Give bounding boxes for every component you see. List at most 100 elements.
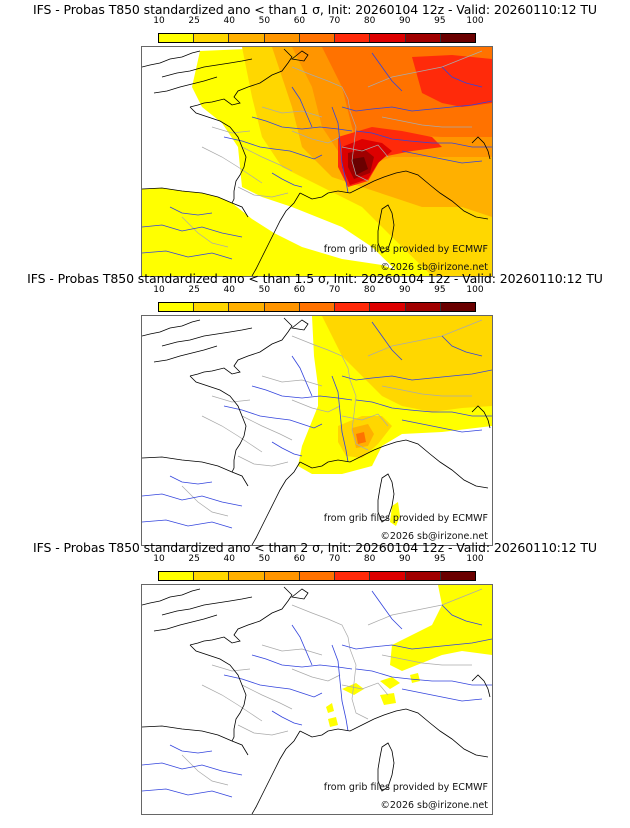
map-canvas: [142, 316, 492, 545]
credit-copyright: ©2026 sb@irizone.net: [380, 531, 488, 542]
coastline: [251, 192, 301, 276]
coastline: [291, 50, 309, 62]
colorbar-tick-label: 95: [434, 16, 446, 26]
river-line: [223, 674, 323, 698]
river-line: [223, 136, 323, 160]
coastline: [377, 204, 395, 254]
admin-border-line: [241, 146, 293, 172]
probability-region: [442, 316, 492, 356]
colorbar-tick-label: 40: [223, 285, 235, 295]
basemap: [142, 317, 492, 545]
colorbar: [158, 571, 476, 581]
colorbar-tick-label: 70: [328, 554, 341, 564]
credit-copyright: ©2026 sb@irizone.net: [380, 262, 488, 273]
credit-source: from grib files provided by ECMWF: [323, 513, 488, 524]
probability-region: [322, 316, 492, 412]
colorbar-segment: [159, 303, 195, 311]
colorbar-segment: [264, 34, 300, 42]
river-line: [271, 710, 303, 726]
coastline: [471, 674, 491, 698]
colorbar-tick-label: 50: [258, 285, 271, 295]
colorbar-tick-label: 25: [188, 554, 200, 564]
river-line: [355, 668, 492, 686]
coastline: [153, 345, 218, 363]
admin-border-line: [341, 413, 389, 427]
basemap: [142, 48, 492, 276]
coastline: [189, 586, 293, 646]
admin-border-line: [241, 684, 293, 710]
colorbar-tick-label: 95: [434, 554, 446, 564]
colorbar-segment: [370, 34, 406, 42]
river-line: [341, 100, 492, 112]
colorbar-tick-label: 90: [399, 554, 411, 564]
river-line: [271, 172, 303, 188]
coastline: [373, 170, 489, 220]
coastline: [142, 50, 201, 68]
coastline: [373, 439, 489, 489]
river-line: [142, 762, 243, 776]
probability-region: [410, 673, 420, 683]
colorbar-segment: [194, 572, 230, 580]
colorbar-tick-label: 80: [363, 16, 376, 26]
colorbar-segment: [370, 303, 406, 311]
coastline: [377, 473, 395, 523]
colorbar-segment: [299, 572, 336, 580]
river-line: [331, 375, 349, 463]
coastline: [142, 187, 249, 218]
colorbar-segment: [440, 303, 475, 311]
admin-border-line: [241, 415, 293, 441]
admin-border-line: [261, 106, 323, 118]
colorbar-tick-label: 60: [293, 16, 306, 26]
coastline: [251, 461, 301, 545]
admin-border-line: [211, 126, 251, 134]
river-line: [291, 624, 313, 666]
probability-map[interactable]: from grib files provided by ECMWF ©2026 …: [141, 46, 493, 277]
probability-shading: [142, 47, 492, 276]
colorbar-tick-label: 100: [466, 285, 484, 295]
coastline: [189, 106, 247, 204]
river-line: [341, 369, 492, 381]
coastline: [471, 136, 491, 160]
river-line: [331, 106, 349, 194]
map-canvas: [142, 47, 492, 276]
river-line: [142, 519, 233, 529]
river-line: [251, 654, 353, 670]
probability-region: [142, 188, 412, 276]
admin-border-line: [291, 399, 341, 413]
coastline: [299, 180, 375, 200]
colorbar-tick-label: 70: [328, 16, 341, 26]
coastline: [299, 449, 375, 469]
map-canvas: [142, 585, 492, 814]
river-line: [371, 590, 403, 630]
river-line: [401, 688, 483, 702]
probability-shading: [326, 585, 492, 727]
river-line: [142, 788, 233, 798]
colorbar-segment: [440, 34, 475, 42]
probability-map[interactable]: from grib files provided by ECMWF ©2026 …: [141, 584, 493, 815]
colorbar-segment: [159, 572, 195, 580]
river-line: [331, 644, 349, 732]
coastline: [373, 708, 489, 758]
admin-border-line: [181, 216, 229, 248]
probability-region: [380, 677, 400, 689]
coastline: [299, 718, 375, 738]
panel-title: IFS - Probas T850 standardized ano < tha…: [27, 271, 603, 286]
coastline: [189, 644, 247, 742]
coastline: [377, 742, 395, 792]
coastline: [189, 375, 247, 473]
river-line: [142, 224, 243, 238]
probability-map[interactable]: from grib files provided by ECMWF ©2026 …: [141, 315, 493, 546]
admin-border-line: [291, 604, 351, 650]
coastline: [189, 48, 293, 108]
admin-border-line: [291, 668, 341, 682]
river-line: [251, 116, 353, 132]
credit-source: from grib files provided by ECMWF: [323, 244, 488, 255]
colorbar-segment: [299, 34, 336, 42]
panel-title: IFS - Probas T850 standardized ano < tha…: [33, 540, 597, 555]
colorbar-tick-label: 95: [434, 285, 446, 295]
colorbar-tick-label: 50: [258, 554, 271, 564]
river-line: [291, 86, 313, 128]
forecast-panel-2: IFS - Probas T850 standardized ano < tha…: [0, 269, 630, 546]
probability-region: [412, 55, 492, 107]
admin-border-line: [181, 485, 229, 517]
